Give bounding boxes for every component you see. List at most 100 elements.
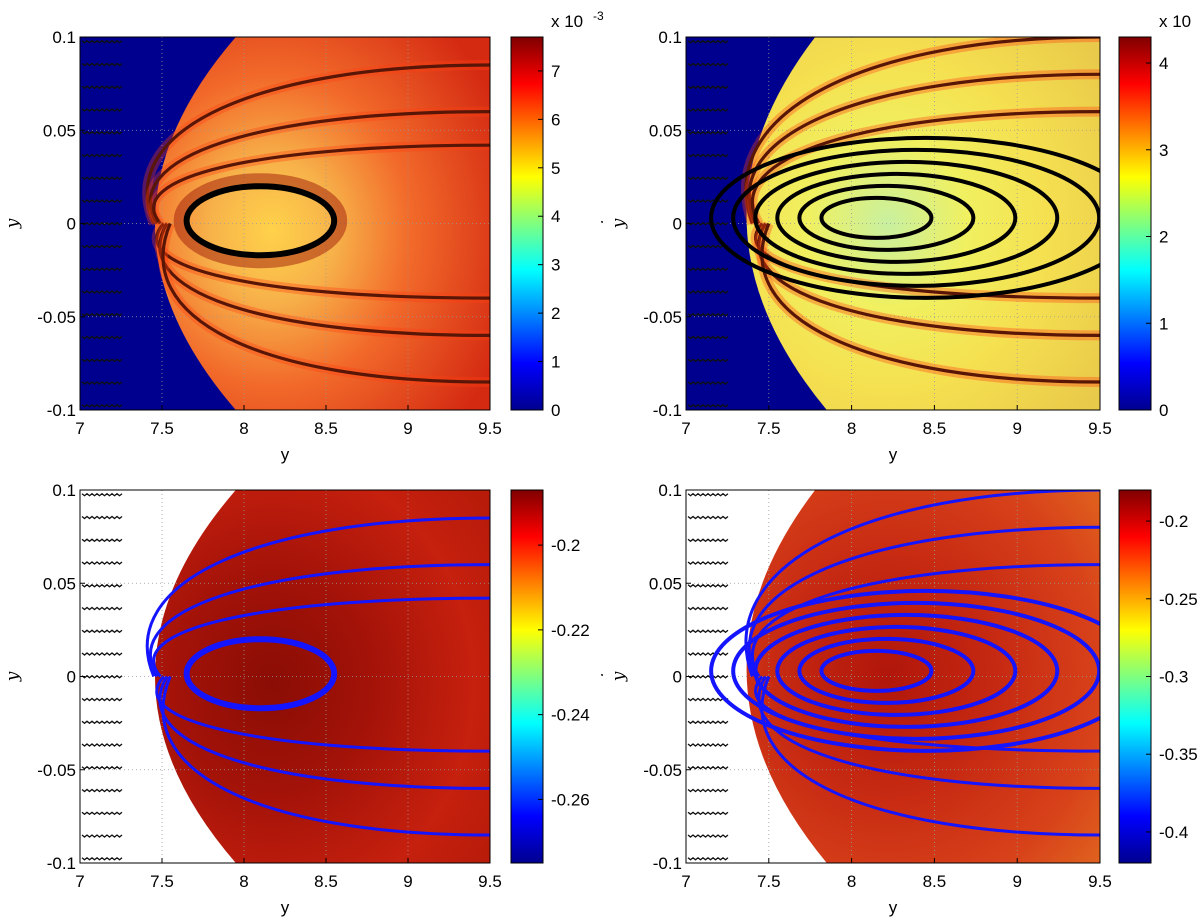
phase-curve <box>152 596 490 678</box>
colorbar-tick-label: 2 <box>551 304 560 323</box>
phase-curve <box>750 110 1100 225</box>
trajectory-trace <box>81 62 123 67</box>
trajectory-trace <box>81 312 123 317</box>
y-tick-label: 0.05 <box>43 574 76 593</box>
x-axis-label: y <box>281 445 290 464</box>
subplot-bottom-right: 7 7.5 8 8.5 9 9.50.10.050-0.05-0.1yy˙-0.2-0.2… <box>599 481 1198 917</box>
trajectory-trace <box>687 403 729 408</box>
colorbar-tick-label: 1 <box>1159 314 1168 333</box>
colorbar-tick-label: -0.4 <box>1159 823 1188 842</box>
x-tick-label: 9.5 <box>1088 419 1112 438</box>
trajectory-trace <box>81 403 123 408</box>
loop-halo <box>173 173 348 269</box>
x-tick-label: 7 <box>75 419 84 438</box>
trajectory-trace <box>687 85 729 90</box>
y-tick-label: -0.05 <box>37 761 76 780</box>
x-axis-label: y <box>889 898 898 917</box>
trajectory-trace <box>81 130 123 135</box>
x-tick-label: 8 <box>847 872 856 891</box>
trajectory-trace <box>81 720 123 725</box>
trajectory-trace <box>81 153 123 158</box>
x-tick-label: 7.5 <box>150 872 174 891</box>
phase-curve <box>760 222 1100 384</box>
phase-curve <box>145 516 490 678</box>
x-tick-label: 7.5 <box>757 419 781 438</box>
trajectory-trace <box>687 39 729 44</box>
phase-curve <box>152 143 490 225</box>
colorbar-tick-label: -0.35 <box>1159 745 1198 764</box>
y-tick-label: 0 <box>673 215 682 234</box>
colorbar-tick-label: 2 <box>1159 228 1168 247</box>
phase-curve <box>149 563 490 678</box>
phase-curve <box>757 675 1100 790</box>
colorbar-tick-label: -0.25 <box>1159 590 1198 609</box>
subplot-top-left: 77.588.599.50.10.050-0.05-0.1yy˙01234567… <box>0 9 604 464</box>
trajectory-trace <box>687 492 729 497</box>
trajectory-trace <box>687 720 729 725</box>
x-tick-label: 8.5 <box>923 872 947 891</box>
colorbar-tick-label: -0.3 <box>1159 668 1188 687</box>
y-axis-label: y <box>3 671 23 682</box>
phase-curve-halo <box>158 221 490 388</box>
colorbar-tick-label: 0 <box>551 401 560 420</box>
y-tick-label: -0.05 <box>643 308 682 327</box>
trajectory-trace <box>81 538 123 543</box>
closed-orbit <box>819 195 934 240</box>
trajectory-trace <box>687 312 729 317</box>
trajectory-trace <box>81 652 123 656</box>
trajectory-trace <box>81 108 123 112</box>
trajectory-trace <box>687 811 729 816</box>
plot-area <box>686 37 1100 410</box>
closed-orbit <box>183 183 338 259</box>
trajectory-trace <box>81 267 123 272</box>
y-tick-label: 0 <box>67 668 76 687</box>
x-axis-label: y <box>281 898 290 917</box>
y-tick-label: 0 <box>673 668 682 687</box>
trajectory-trace <box>81 176 123 181</box>
y-tick-label: 0.1 <box>52 28 76 47</box>
phase-curve <box>757 222 1100 337</box>
closed-orbit <box>731 600 1100 741</box>
closed-orbit <box>797 636 976 705</box>
colorbar-tick-label: -0.24 <box>551 706 590 725</box>
colorbar-tick-label: 3 <box>1159 141 1168 160</box>
y-tick-label: 0.1 <box>658 481 682 500</box>
trajectory-trace <box>687 788 729 793</box>
trajectory-trace <box>81 381 123 385</box>
plot-area <box>80 490 490 863</box>
phase-curve-halo <box>155 220 490 341</box>
y-tick-label: 0 <box>67 215 76 234</box>
x-tick-label: 7 <box>75 872 84 891</box>
trajectory-trace <box>687 267 729 272</box>
trajectory-trace <box>687 765 729 770</box>
phase-curve <box>158 222 490 337</box>
trajectory-trace <box>81 199 123 203</box>
y-tick-label: -0.1 <box>47 854 76 873</box>
phase-curve <box>155 222 490 300</box>
trajectory-trace <box>687 335 729 340</box>
trajectory-trace <box>687 674 729 679</box>
trajectory-trace <box>81 335 123 340</box>
y-tick-label: 0.05 <box>649 121 682 140</box>
y-axis-label-dot: ˙ <box>0 219 13 228</box>
colorbar-multiplier: x 10 <box>551 12 583 31</box>
closed-orbit <box>775 624 1018 717</box>
colorbar-tick-label: 3 <box>551 256 560 275</box>
trajectory-trace <box>687 561 729 565</box>
trajectory-trace <box>81 561 123 565</box>
colorbar-tick-label: 1 <box>551 353 560 372</box>
trajectory-trace <box>687 199 729 203</box>
colorbar-multiplier-exponent: -3 <box>593 9 604 23</box>
plot-area <box>80 37 490 410</box>
phase-curve <box>158 675 490 790</box>
x-tick-label: 9 <box>403 872 412 891</box>
trajectory-trace <box>687 62 729 67</box>
phase-curve <box>145 63 490 225</box>
x-tick-label: 9.5 <box>1088 872 1112 891</box>
trajectory-trace <box>81 221 123 226</box>
y-tick-label: -0.1 <box>47 401 76 420</box>
trajectory-trace <box>81 674 123 679</box>
phase-curve-halo <box>145 106 490 227</box>
phase-curve <box>155 675 490 753</box>
trajectory-trace <box>81 743 123 747</box>
